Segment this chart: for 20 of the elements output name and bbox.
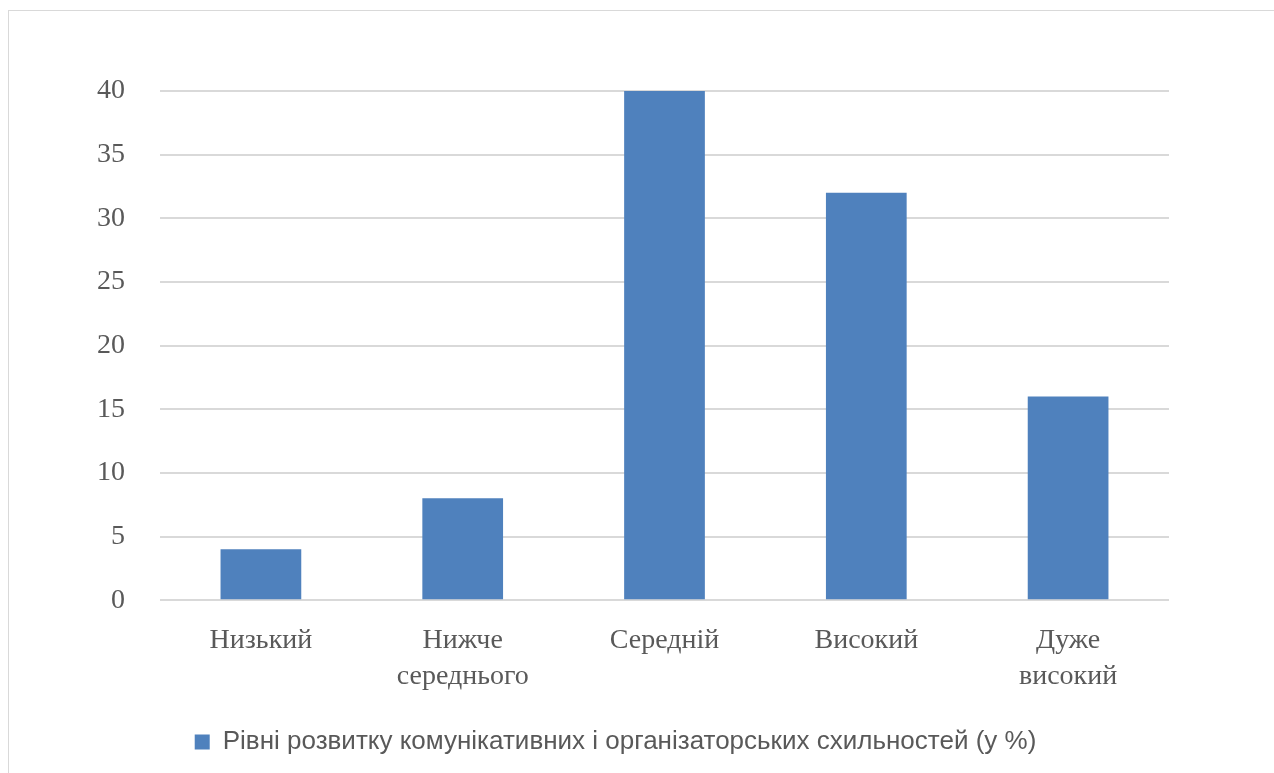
y-tick-label: 40 [97,73,125,105]
bar [422,498,504,600]
bar [1027,396,1109,600]
x-tick-label: Нижче середнього [396,622,529,691]
x-tick-label: Високий [814,622,919,654]
x-tick-label: Середній [609,622,720,654]
y-tick-label: 10 [97,455,125,487]
y-tick-label: 15 [97,391,125,423]
bar [624,91,705,600]
legend-label: Рівні розвитку комунікативних і організаторських схильностей (у %) [222,725,1037,756]
x-tick-label: Дуже високий [1018,622,1118,691]
bar [825,192,907,600]
x-tick-label: Низький [209,622,313,654]
y-tick-label: 5 [111,518,125,550]
y-tick-label: 25 [97,264,125,296]
y-tick-label: 30 [97,200,125,232]
bar [220,549,302,600]
y-tick-label: 35 [97,137,125,169]
y-tick-label: 20 [97,327,125,359]
y-tick-label: 0 [111,582,125,614]
